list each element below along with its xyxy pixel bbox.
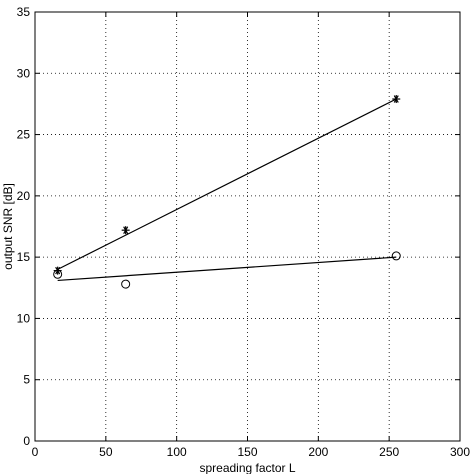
x-tick-label: 200 — [308, 445, 328, 459]
x-tick-label: 150 — [237, 445, 257, 459]
data-points — [53, 95, 401, 289]
y-tick-label: 10 — [17, 311, 31, 325]
asterisk-point — [121, 226, 130, 235]
y-tick-label: 35 — [17, 5, 31, 19]
circle-point — [53, 269, 63, 279]
y-tick-labels: 0 5 10 15 20 25 30 35 — [17, 5, 31, 448]
y-tick-label: 20 — [17, 189, 31, 203]
x-tick-label: 250 — [379, 445, 399, 459]
x-axis-label: spreading factor L — [199, 461, 295, 474]
y-axis-label: output SNR [dB] — [1, 183, 15, 270]
fit-lines — [57, 98, 397, 282]
fit-line-asterisk — [57, 98, 397, 270]
x-tick-label: 100 — [167, 445, 187, 459]
plot-background — [35, 12, 460, 441]
circle-point — [121, 279, 131, 289]
y-tick-label: 30 — [17, 66, 31, 80]
y-tick-label: 0 — [23, 434, 30, 448]
x-tick-label: 0 — [32, 445, 39, 459]
grid-lines — [35, 12, 460, 441]
axis-ticks — [34, 11, 461, 442]
y-tick-label: 25 — [17, 128, 31, 142]
circle-point — [391, 251, 401, 261]
x-tick-labels: 0 50 100 150 200 250 300 — [32, 445, 471, 459]
x-tick-label: 50 — [99, 445, 113, 459]
asterisk-point — [392, 95, 401, 104]
x-tick-label: 300 — [450, 445, 470, 459]
fit-line-circle — [57, 256, 397, 282]
y-tick-label: 15 — [17, 250, 31, 264]
y-tick-label: 5 — [23, 373, 30, 387]
